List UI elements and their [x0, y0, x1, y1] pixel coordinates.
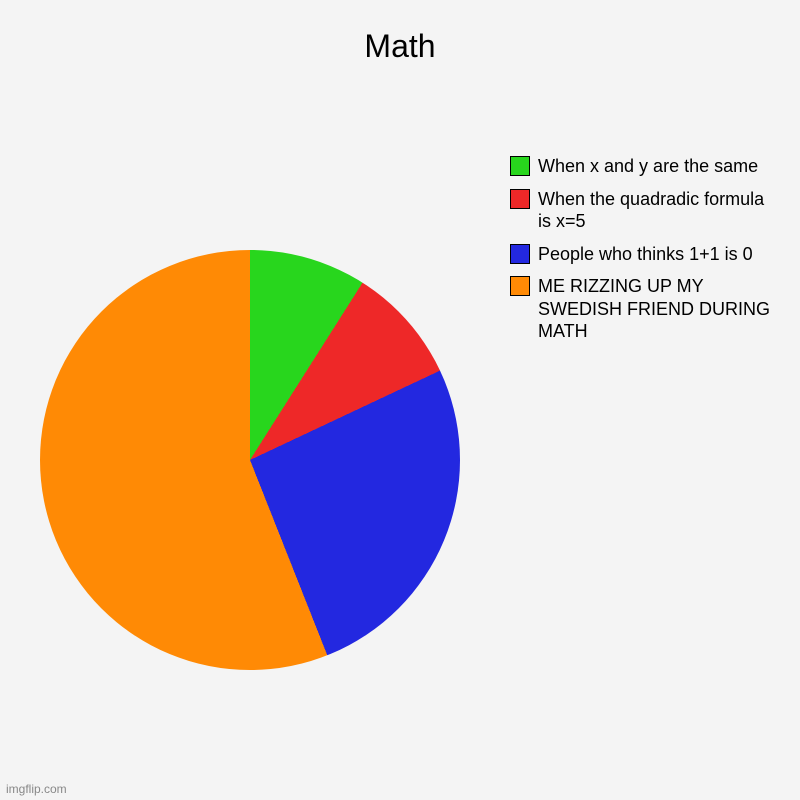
pie-chart: [40, 250, 460, 670]
legend-swatch: [510, 189, 530, 209]
legend-label: When x and y are the same: [538, 155, 758, 178]
legend-item: ME RIZZING UP MY SWEDISH FRIEND DURING M…: [510, 275, 780, 343]
legend-item: When x and y are the same: [510, 155, 780, 178]
pie-graphic: [40, 250, 460, 670]
legend-swatch: [510, 244, 530, 264]
legend-label: People who thinks 1+1 is 0: [538, 243, 753, 266]
legend-swatch: [510, 276, 530, 296]
legend-label: When the quadradic formula is x=5: [538, 188, 780, 233]
legend: When x and y are the same When the quadra…: [510, 155, 780, 353]
legend-item: People who thinks 1+1 is 0: [510, 243, 780, 266]
chart-title: Math: [0, 0, 800, 65]
legend-item: When the quadradic formula is x=5: [510, 188, 780, 233]
legend-label: ME RIZZING UP MY SWEDISH FRIEND DURING M…: [538, 275, 780, 343]
watermark: imgflip.com: [6, 782, 67, 796]
legend-swatch: [510, 156, 530, 176]
